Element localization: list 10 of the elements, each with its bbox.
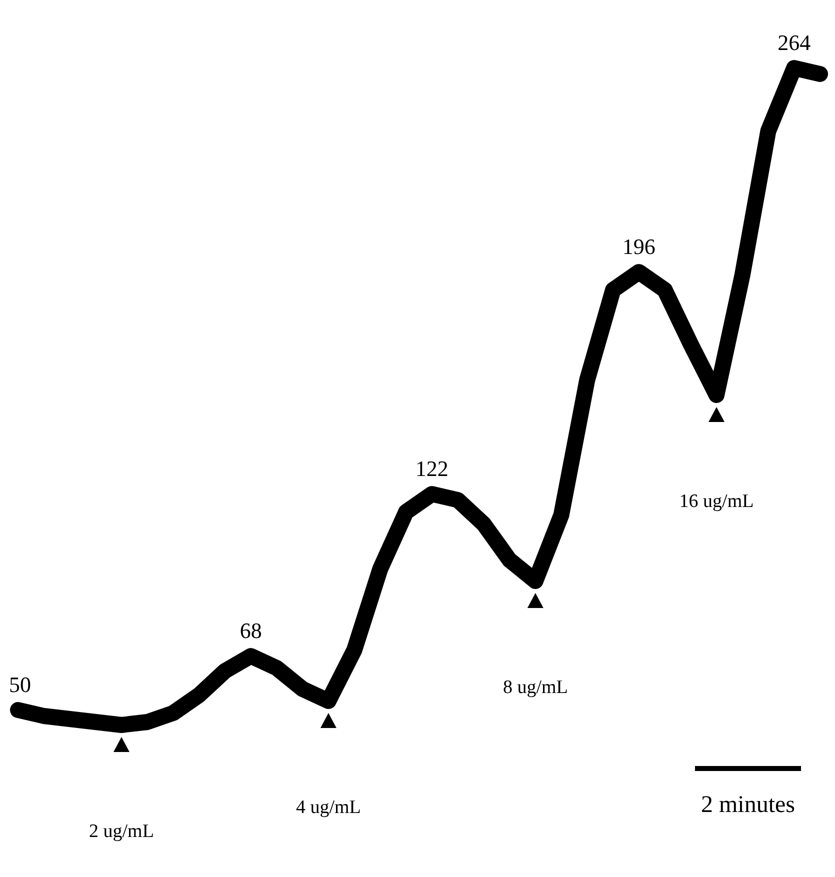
annotation: 16 ug/mL [679,491,754,512]
data-label: 122 [415,456,448,481]
text: 2 minutes [701,792,795,818]
data-label: 68 [240,618,262,643]
data-label: 264 [778,30,811,55]
text: 2 ug/mL [89,821,154,842]
data-label: 50 [9,672,31,697]
annotation: 8 ug/mL [502,677,568,698]
data-label: 196 [622,234,656,259]
text: 4 ug/mL [296,797,361,818]
